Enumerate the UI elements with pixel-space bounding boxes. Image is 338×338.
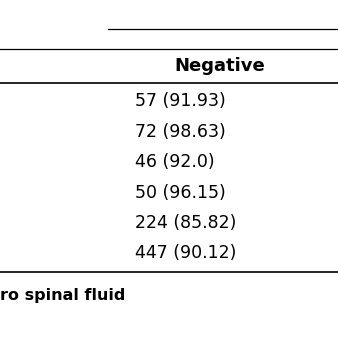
Text: 72 (98.63): 72 (98.63) [135, 123, 226, 141]
Text: 447 (90.12): 447 (90.12) [135, 244, 237, 263]
Text: Negative: Negative [174, 57, 265, 75]
Text: ro spinal fluid: ro spinal fluid [0, 288, 125, 303]
Text: 46 (92.0): 46 (92.0) [135, 153, 215, 171]
Text: 224 (85.82): 224 (85.82) [135, 214, 237, 232]
Text: 50 (96.15): 50 (96.15) [135, 184, 226, 202]
Text: 57 (91.93): 57 (91.93) [135, 92, 226, 111]
